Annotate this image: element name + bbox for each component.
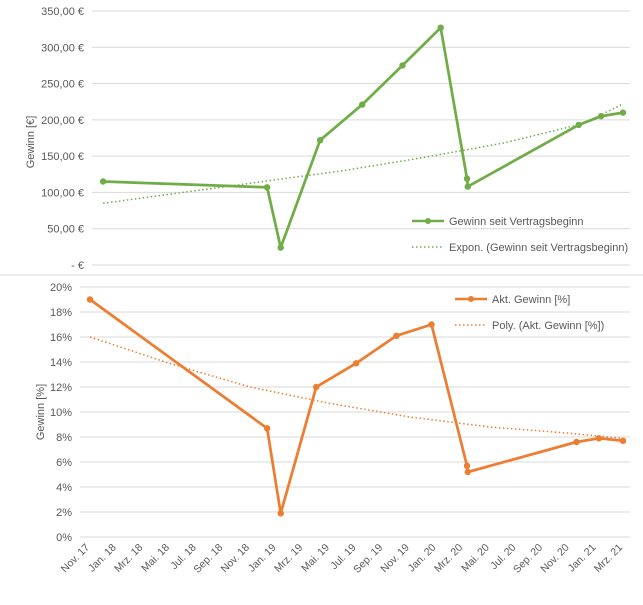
x-tick-label-8: Mrz. 19 [272, 542, 305, 575]
top-series-0-point-6 [437, 24, 444, 31]
top-series-0-point-0 [99, 178, 107, 185]
top-y-axis-title: Gewinn [€] [25, 116, 37, 169]
x-tick-label-15: Mai. 20 [459, 542, 492, 575]
top-legend-item-0: Gewinn seit Vertragsbeginn [412, 216, 584, 228]
top-y-tick-label-5: 250,00 € [41, 79, 84, 91]
top-series-0-point-9 [575, 121, 582, 129]
top-legend-item-1: Expon. (Gewinn seit Vertragsbeginn) [412, 242, 628, 254]
top-legend: Gewinn seit Vertragsbeginn Expon. (Gewin… [412, 216, 628, 254]
x-tick-label-6: Nov. 18 [218, 542, 252, 576]
chart-marks: - € 50,00 € 100,00 € 150,00 € 200,00 € 250,00… [41, 6, 630, 576]
bottom-y-tick-label-5: 10% [50, 407, 72, 419]
bottom-legend-label-0: Akt. Gewinn [%] [492, 294, 570, 306]
bottom-series-0-point-1 [263, 425, 271, 432]
bottom-series-0-point-4 [352, 360, 360, 367]
bottom-series-0-point-8 [464, 468, 471, 476]
bottom-y-tick-label-9: 18% [50, 307, 72, 319]
bottom-y-tick-label-10: 20% [50, 282, 72, 294]
top-legend-label-0: Gewinn seit Vertragsbeginn [449, 216, 584, 228]
bottom-series-0-line [89, 298, 624, 515]
bottom-y-tick-label-2: 4% [56, 482, 72, 494]
bottom-y-tick-label-7: 14% [50, 357, 72, 369]
bottom-series-0-point-11 [619, 437, 627, 444]
bottom-series-0-point-3 [313, 383, 320, 391]
bottom-series-0-point-9 [573, 438, 580, 446]
top-y-tick-label-3: 150,00 € [41, 151, 84, 163]
bottom-series-0-point-2 [277, 510, 284, 517]
bottom-series-0-point-5 [393, 332, 400, 339]
top-series-0-point-7 [463, 175, 471, 182]
top-series-0-point-5 [399, 62, 406, 69]
top-series-0-point-11 [619, 109, 627, 116]
top-y-tick-label-7: 350,00 € [41, 6, 84, 18]
x-tick-label-11: Sep. 19 [351, 542, 385, 576]
top-y-tick-label-1: 50,00 € [47, 224, 84, 236]
bottom-y-tick-label-0: 0% [56, 532, 72, 544]
bottom-y-tick-label-4: 8% [56, 432, 72, 444]
bottom-y-axis-title: Gewinn [%] [35, 384, 47, 440]
x-tick-label-2: Mrz. 18 [112, 542, 145, 575]
top-legend-label-1: Expon. (Gewinn seit Vertragsbeginn) [449, 242, 628, 254]
x-tick-label-0: Nov. 17 [59, 542, 93, 576]
bottom-legend-item-1: Poly. (Akt. Gewinn [%]) [455, 320, 604, 332]
bottom-series-0-point-10 [595, 435, 603, 442]
x-tick-label-3: Mai. 18 [139, 542, 172, 575]
bottom-series-1-trendline [89, 336, 624, 440]
bottom-y-tick-label-6: 12% [50, 382, 72, 394]
bottom-series-0-point-7 [463, 462, 471, 469]
bottom-legend-label-1: Poly. (Akt. Gewinn [%]) [492, 320, 604, 332]
top-series-0-point-3 [316, 137, 324, 144]
x-tick-label-14: Mrz. 20 [432, 542, 465, 575]
x-tick-label-12: Nov. 19 [378, 542, 412, 576]
x-tick-label-18: Nov. 20 [538, 542, 572, 576]
top-y-tick-label-2: 100,00 € [41, 187, 84, 199]
top-y-tick-label-4: 200,00 € [41, 115, 84, 127]
bottom-y-tick-label-8: 16% [50, 332, 72, 344]
x-tick-label-20: Mrz. 21 [592, 542, 625, 575]
bottom-series-0-point-6 [428, 321, 435, 328]
top-series-0-point-2 [277, 244, 284, 251]
top-series-0-point-4 [359, 101, 366, 108]
top-y-tick-label-0: - € [71, 260, 84, 272]
top-series-0-line [103, 26, 624, 249]
top-series-0-point-8 [464, 183, 471, 190]
bottom-y-tick-label-1: 2% [56, 507, 72, 519]
bottom-legend: Akt. Gewinn [%] Poly. (Akt. Gewinn [%]) [455, 294, 604, 332]
top-y-tick-label-6: 300,00 € [41, 42, 84, 54]
top-series-1-trendline [102, 103, 624, 205]
x-tick-label-5: Sep. 18 [191, 542, 225, 576]
x-tick-label-9: Mai. 19 [299, 542, 332, 575]
bottom-series-0-point-0 [86, 296, 94, 303]
x-tick-label-13: Jan. 20 [406, 542, 439, 575]
bottom-y-tick-label-3: 6% [56, 457, 72, 469]
x-tick-label-17: Sep. 20 [511, 542, 545, 576]
top-series-0-point-1 [263, 184, 271, 191]
bottom-legend-item-0: Akt. Gewinn [%] [455, 294, 570, 306]
